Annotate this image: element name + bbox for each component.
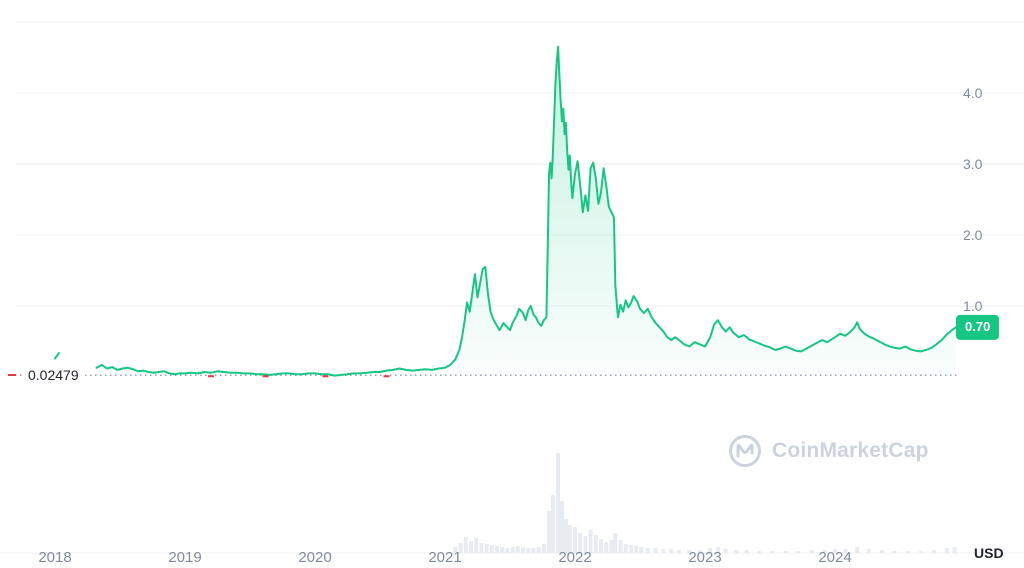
x-axis-tick-label: 2024: [818, 549, 852, 566]
price-line-start-tick: [54, 351, 60, 360]
volume-bar: [905, 551, 910, 553]
price-area-fill: [96, 46, 956, 378]
volume-bar: [526, 548, 531, 553]
volume-bar: [645, 548, 650, 553]
volume-bar: [866, 549, 871, 553]
volume-bar: [653, 548, 658, 553]
volume-bar: [567, 525, 572, 553]
volume-bar: [757, 551, 762, 553]
volume-bar: [588, 530, 593, 553]
coinmarketcap-logo-icon: [729, 435, 761, 467]
volume-bar: [687, 550, 692, 553]
volume-bar: [593, 535, 598, 553]
low-price-marker-icon: [8, 374, 16, 377]
volume-bar: [770, 551, 775, 553]
volume-bar: [458, 543, 463, 553]
volume-bar: [536, 547, 541, 553]
y-axis-tick-label: 1.0: [963, 298, 983, 314]
volume-bar: [892, 551, 897, 553]
volume-bar: [623, 544, 628, 553]
volume-bar: [918, 551, 923, 553]
volume-bar: [573, 527, 577, 553]
volume-bar: [583, 536, 588, 553]
volume-bar: [952, 547, 957, 553]
y-axis-tick-label: 3.0: [963, 156, 983, 172]
volume-bar: [599, 539, 603, 553]
volume-bar: [469, 541, 473, 553]
x-axis-tick-label: 2021: [428, 549, 462, 566]
volume-bar: [505, 548, 510, 553]
volume-bar: [556, 453, 561, 553]
volume-bar: [550, 495, 555, 553]
volume-bar: [578, 533, 583, 553]
volume-bar: [809, 550, 814, 553]
volume-bar: [495, 546, 499, 553]
volume-bar: [484, 544, 489, 553]
volume-bar: [669, 549, 674, 553]
volume-bar: [855, 547, 860, 553]
volume-bar: [744, 550, 749, 553]
currency-unit-label: USD: [974, 545, 1004, 561]
volume-bar: [500, 547, 505, 553]
volume-bar: [661, 549, 666, 553]
volume-bar: [628, 545, 633, 553]
volume-bar: [474, 538, 479, 553]
price-line[interactable]: [95, 45, 957, 377]
volume-bar: [510, 547, 515, 553]
watermark-text: CoinMarketCap: [772, 439, 929, 462]
volume-bar: [716, 547, 720, 553]
volume-bar: [613, 533, 618, 553]
y-axis-tick-label: 4.0: [963, 85, 983, 101]
volume-bar: [604, 542, 609, 553]
volume-bar: [796, 551, 801, 553]
volume-bar: [563, 519, 568, 553]
volume-bar: [547, 511, 551, 553]
volume-bar: [463, 537, 468, 553]
volume-bar: [541, 544, 546, 553]
volume-bar: [618, 540, 623, 553]
reference-price-label: 0.02479: [24, 367, 83, 384]
volume-bar: [723, 549, 728, 553]
volume-bar: [521, 547, 525, 553]
x-axis-tick-label: 2020: [298, 549, 332, 566]
volume-bar: [783, 551, 788, 553]
volume-bar: [639, 547, 644, 553]
volume-bar: [879, 550, 884, 553]
volume-bar: [634, 546, 639, 553]
volume-bar: [453, 547, 458, 553]
current-price-badge: 0.70: [956, 315, 1000, 340]
volume-bar: [677, 550, 681, 553]
x-axis-tick-label: 2022: [558, 549, 592, 566]
volume-bar: [843, 549, 848, 553]
x-axis-tick-label: 2023: [688, 549, 722, 566]
coinmarketcap-watermark: CoinMarketCap: [727, 433, 929, 469]
volume-bar: [944, 548, 949, 553]
volume-bar: [489, 545, 494, 553]
y-axis-tick-label: 2.0: [963, 227, 983, 243]
volume-bar: [609, 540, 614, 553]
volume-bar: [833, 549, 837, 553]
volume-bar: [931, 550, 936, 553]
volume-bar: [560, 501, 564, 553]
volume-bar: [697, 550, 702, 553]
volume-bar: [531, 548, 536, 553]
x-axis-tick-label: 2018: [38, 549, 72, 566]
volume-bar: [515, 546, 520, 553]
volume-bar: [479, 543, 484, 553]
volume-bar: [822, 550, 827, 553]
volume-bar: [708, 548, 713, 553]
x-axis-tick-label: 2019: [168, 549, 202, 566]
volume-bar: [734, 550, 739, 553]
